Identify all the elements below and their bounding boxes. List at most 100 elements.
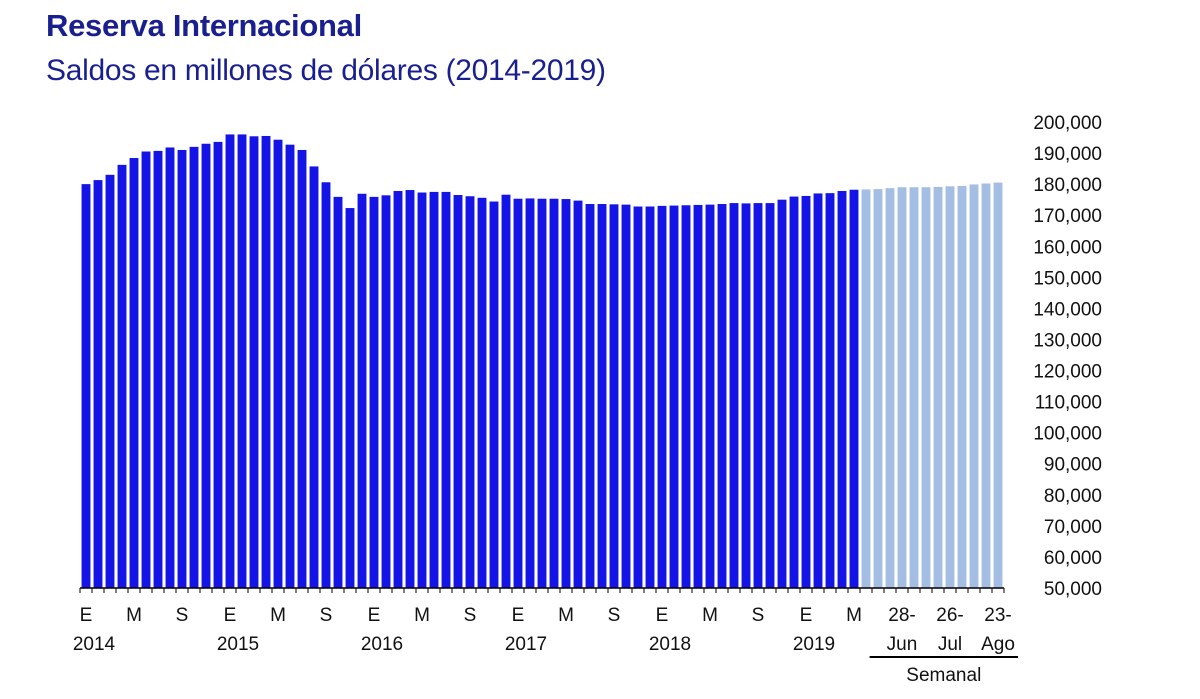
x-tick-label: M <box>270 605 286 626</box>
x-tick-label: E <box>800 605 813 626</box>
y-tick-label: 180,000 <box>1033 175 1102 196</box>
semanal-group-label: Semanal <box>906 665 981 686</box>
x-tick-label: M <box>126 605 142 626</box>
y-tick-label: 190,000 <box>1033 144 1102 165</box>
monthly-bar-2016-03 <box>393 190 403 588</box>
x-tick-label: E <box>512 605 525 626</box>
x-tick-label: 28- <box>888 605 915 626</box>
x-week-label: Jun <box>887 634 918 655</box>
y-tick-label: 170,000 <box>1033 206 1102 227</box>
x-year-label: 2016 <box>361 634 403 655</box>
monthly-bar-2016-11 <box>489 201 499 588</box>
monthly-bar-2017-03 <box>537 198 547 589</box>
monthly-bar-2017-12 <box>645 206 655 588</box>
monthly-bar-2016-09 <box>465 196 475 588</box>
x-tick-label: M <box>558 605 574 626</box>
monthly-bar-2017-11 <box>633 206 643 588</box>
x-tick-label: S <box>608 605 621 626</box>
x-tick-label: E <box>368 605 381 626</box>
monthly-bar-2018-08 <box>741 203 751 588</box>
monthly-bar-2019-05 <box>849 189 859 589</box>
monthly-bar-2017-10 <box>621 204 631 588</box>
monthly-bar-2018-02 <box>669 205 679 588</box>
monthly-bar-2019-03 <box>825 193 835 588</box>
y-tick-label: 60,000 <box>1044 548 1102 569</box>
y-tick-label: 50,000 <box>1044 579 1102 600</box>
weekly-bar-w4 <box>897 187 907 589</box>
weekly-bar-w9 <box>957 186 967 588</box>
monthly-bar-2014-02 <box>93 180 103 588</box>
x-tick-label: 23- <box>984 605 1011 626</box>
x-axis-labels: E 2014 M S E 2015 M S E 2016 M S E 2017 M S E 2018 M S E 2019… <box>73 605 1018 686</box>
x-tick-label: M <box>702 605 718 626</box>
x-year-label: 2015 <box>217 634 259 655</box>
monthly-bar-2015-12 <box>357 193 367 588</box>
monthly-bar-2019-02 <box>813 193 823 588</box>
monthly-bar-2016-10 <box>477 197 487 589</box>
monthly-bar-2014-05 <box>129 158 139 589</box>
monthly-bar-2015-05 <box>273 139 283 588</box>
x-week-label: Jul <box>938 634 962 655</box>
y-tick-label: 120,000 <box>1033 362 1102 383</box>
weekly-bar-w8 <box>945 186 955 588</box>
x-tick-label: M <box>414 605 430 626</box>
axes-group <box>79 587 1005 593</box>
weekly-bar-w10 <box>969 184 979 588</box>
weekly-bar-w5 <box>909 187 919 589</box>
monthly-bar-2014-12 <box>213 141 223 588</box>
x-tick-label: S <box>320 605 333 626</box>
monthly-bar-2016-07 <box>441 191 451 588</box>
monthly-bar-2018-04 <box>693 204 703 588</box>
weekly-bar-w1 <box>861 189 871 588</box>
monthly-bar-2018-09 <box>753 203 763 588</box>
weekly-bar-w11 <box>981 183 991 588</box>
monthly-bar-2015-03 <box>249 136 259 589</box>
weekly-bar-w2 <box>873 189 883 588</box>
monthly-bar-2014-03 <box>105 174 115 588</box>
x-year-label: 2019 <box>793 634 835 655</box>
x-tick-label: M <box>846 605 862 626</box>
weekly-bar-w7 <box>933 186 943 588</box>
monthly-bar-2014-01 <box>81 184 91 588</box>
y-tick-label: 100,000 <box>1033 424 1102 445</box>
chart-subtitle: Saldos en millones de dólares (2014-2019… <box>46 54 606 87</box>
monthly-bar-2018-06 <box>717 204 727 588</box>
monthly-bar-2017-09 <box>609 204 619 588</box>
monthly-bar-2017-02 <box>525 198 535 589</box>
monthly-bar-2015-10 <box>333 196 343 588</box>
x-tick-label: E <box>656 605 669 626</box>
monthly-bar-2014-08 <box>165 147 175 588</box>
y-tick-label: 90,000 <box>1044 455 1102 476</box>
weekly-bar-w12 <box>993 182 1003 588</box>
monthly-bar-2015-02 <box>237 134 247 588</box>
x-week-label: Ago <box>981 634 1015 655</box>
monthly-bar-2015-09 <box>321 182 331 588</box>
monthly-bar-2017-04 <box>549 198 559 589</box>
y-tick-label: 80,000 <box>1044 486 1102 507</box>
x-tick-label: S <box>464 605 477 626</box>
monthly-bar-2018-05 <box>705 204 715 588</box>
monthly-bar-2015-07 <box>297 149 307 588</box>
x-tick-label: E <box>80 605 93 626</box>
monthly-bar-2016-08 <box>453 195 463 588</box>
x-tick-label: E <box>224 605 237 626</box>
monthly-bar-2014-06 <box>141 151 151 588</box>
monthly-bar-2019-04 <box>837 190 847 588</box>
monthly-bar-2017-07 <box>585 204 595 588</box>
monthly-bar-2014-04 <box>117 164 127 588</box>
monthly-bar-2017-01 <box>513 198 523 589</box>
y-tick-label: 70,000 <box>1044 517 1102 538</box>
monthly-bar-2016-02 <box>381 195 391 588</box>
monthly-bar-2018-10 <box>765 203 775 588</box>
monthly-bar-2016-06 <box>429 191 439 588</box>
monthly-bar-2017-08 <box>597 204 607 588</box>
monthly-bar-2015-04 <box>261 135 271 589</box>
monthly-bar-2017-05 <box>561 199 571 589</box>
x-year-label: 2017 <box>505 634 547 655</box>
weekly-bar-w6 <box>921 187 931 589</box>
chart-title: Reserva Internacional <box>46 8 362 43</box>
y-tick-label: 130,000 <box>1033 330 1102 351</box>
monthly-bar-2017-06 <box>573 200 583 588</box>
x-tick-label: S <box>176 605 189 626</box>
